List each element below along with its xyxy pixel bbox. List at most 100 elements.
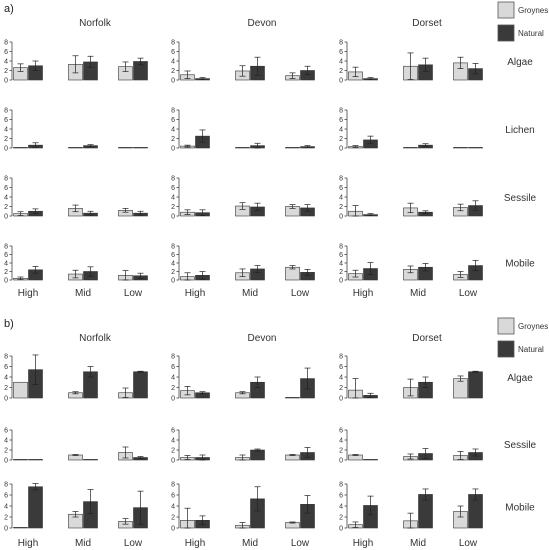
bar-groynes-high [13, 381, 28, 399]
y-tick-label: 4 [339, 504, 343, 511]
y-tick-label: 0 [4, 146, 8, 153]
legend-label-natural: Natural [518, 345, 544, 354]
y-tick-label: 6 [4, 252, 8, 259]
y-tick-label: 8 [4, 176, 8, 183]
zone-label-mid: Mid [410, 538, 426, 549]
y-tick-label: 6 [339, 49, 343, 56]
zone-label-low: Low [459, 538, 478, 549]
y-tick-label: 6 [339, 428, 343, 435]
y-tick-label: 4 [171, 375, 175, 382]
row-label-sessile: Sessile [504, 193, 537, 204]
site-title-devon: Devon [248, 18, 277, 29]
site-title-devon: Devon [248, 333, 277, 344]
y-tick-label: 8 [339, 108, 343, 115]
bar-natural-high [28, 459, 43, 461]
y-tick-label: 4 [171, 261, 175, 268]
y-tick-label: 4 [171, 127, 175, 134]
y-tick-label: 2 [339, 385, 343, 392]
zone-label-high: High [353, 288, 374, 299]
y-tick-label: 4 [339, 127, 343, 134]
y-tick-label: 6 [339, 364, 343, 371]
y-tick-label: 4 [4, 504, 8, 511]
y-tick-label: 2 [171, 204, 175, 211]
site-title-dorset: Dorset [412, 333, 442, 344]
y-tick-label: 8 [171, 482, 175, 489]
y-tick-label: 4 [4, 438, 8, 445]
y-tick-label: 4 [4, 59, 8, 66]
y-tick-label: 6 [4, 364, 8, 371]
y-tick-label: 6 [171, 252, 175, 259]
y-tick-label: 6 [4, 117, 8, 124]
bar-groynes-mid [403, 147, 418, 149]
bar-groynes-low [118, 147, 133, 149]
y-tick-label: 6 [339, 252, 343, 259]
y-tick-label: 0 [171, 526, 175, 533]
y-tick-label: 4 [4, 127, 8, 134]
y-tick-label: 6 [171, 428, 175, 435]
y-tick-label: 2 [171, 136, 175, 143]
zone-label-high: High [185, 538, 206, 549]
y-tick-label: 8 [171, 176, 175, 183]
row-label-mobile: Mobile [505, 502, 535, 513]
y-tick-label: 8 [4, 482, 8, 489]
y-tick-label: 8 [339, 354, 343, 361]
bar-groynes-high [13, 147, 28, 149]
y-tick-label: 2 [339, 269, 343, 276]
y-tick-label: 0 [339, 458, 343, 465]
y-tick-label: 2 [339, 204, 343, 211]
y-tick-label: 4 [339, 261, 343, 268]
y-tick-label: 2 [4, 68, 8, 75]
y-tick-label: 6 [171, 493, 175, 500]
y-tick-label: 2 [171, 448, 175, 455]
zone-label-low: Low [124, 288, 143, 299]
y-tick-label: 2 [171, 385, 175, 392]
zone-label-mid: Mid [242, 288, 258, 299]
zone-label-mid: Mid [75, 538, 91, 549]
y-tick-label: 4 [4, 195, 8, 202]
y-tick-label: 0 [339, 526, 343, 533]
y-tick-label: 4 [339, 375, 343, 382]
bar-groynes-mid [68, 147, 83, 149]
row-label-algae: Algae [507, 373, 533, 384]
y-tick-label: 2 [4, 515, 8, 522]
y-tick-label: 2 [171, 68, 175, 75]
y-tick-label: 0 [4, 458, 8, 465]
legend-label-groynes: Groynes [518, 322, 548, 331]
y-tick-label: 2 [339, 136, 343, 143]
bar-groynes-mid [235, 147, 250, 149]
site-title-dorset: Dorset [412, 18, 442, 29]
y-tick-label: 6 [339, 185, 343, 192]
legend-swatch-natural [497, 340, 515, 358]
y-tick-label: 8 [4, 40, 8, 47]
y-tick-label: 0 [171, 214, 175, 221]
row-label-lichen: Lichen [505, 125, 534, 136]
zone-label-high: High [353, 538, 374, 549]
y-tick-label: 4 [4, 375, 8, 382]
bar-natural-mid [83, 459, 98, 461]
y-tick-label: 2 [171, 515, 175, 522]
y-tick-label: 6 [4, 493, 8, 500]
y-tick-label: 0 [339, 278, 343, 285]
y-tick-label: 0 [4, 396, 8, 403]
row-label-sessile: Sessile [504, 440, 537, 451]
y-tick-label: 4 [171, 195, 175, 202]
y-tick-label: 8 [339, 176, 343, 183]
legend-swatch-groynes [497, 1, 515, 19]
bar-natural-mid [250, 449, 265, 461]
y-tick-label: 8 [4, 108, 8, 115]
y-tick-label: 0 [4, 526, 8, 533]
legend-label-groynes: Groynes [518, 6, 548, 15]
y-tick-label: 4 [339, 59, 343, 66]
site-title-norfolk: Norfolk [79, 333, 112, 344]
y-tick-label: 6 [4, 428, 8, 435]
zone-label-high: High [185, 288, 206, 299]
site-title-norfolk: Norfolk [79, 18, 112, 29]
bar-natural-low [133, 147, 148, 149]
bar-groynes-low [453, 147, 468, 149]
zone-label-high: High [18, 538, 39, 549]
bar-natural-low [468, 147, 483, 149]
y-tick-label: 0 [171, 458, 175, 465]
y-tick-label: 6 [339, 117, 343, 124]
legend-label-natural: Natural [518, 29, 544, 38]
